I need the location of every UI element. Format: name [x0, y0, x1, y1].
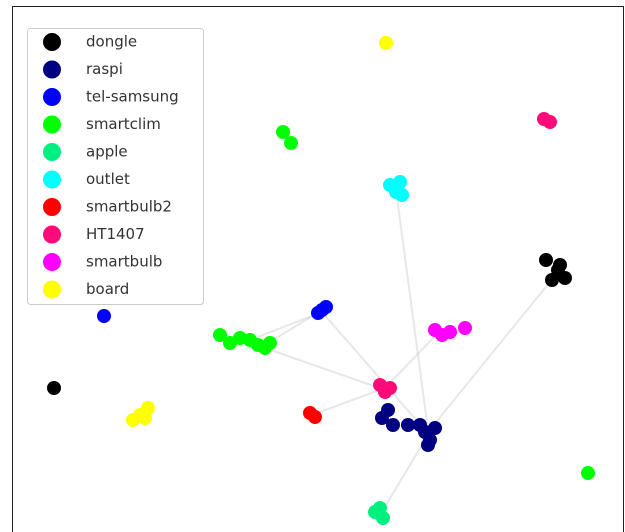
legend-label: tel-samsung	[86, 88, 179, 106]
legend-label: HT1407	[86, 225, 145, 243]
point	[386, 418, 400, 432]
legend-marker	[43, 60, 61, 79]
legend-marker	[43, 88, 61, 106]
point	[276, 125, 290, 139]
point	[543, 115, 557, 129]
point	[395, 188, 409, 202]
point	[581, 466, 595, 480]
point	[138, 411, 152, 425]
point	[379, 36, 393, 50]
point	[308, 410, 322, 424]
point	[401, 418, 415, 432]
point	[213, 328, 227, 342]
point	[375, 411, 389, 425]
legend-label: raspi	[86, 60, 123, 78]
points	[47, 36, 595, 525]
legend-label: dongle	[86, 33, 137, 51]
point	[97, 309, 111, 323]
legend-marker	[43, 225, 61, 244]
legend-marker	[43, 280, 61, 299]
legend-label: outlet	[86, 170, 130, 188]
point	[421, 438, 435, 452]
legend-label: apple	[86, 143, 128, 161]
legend-marker	[43, 170, 61, 189]
legend-label: smartbulb	[86, 253, 162, 271]
point	[263, 336, 277, 350]
legend-label: smartclim	[86, 115, 161, 133]
legend-label: board	[86, 280, 129, 298]
point	[284, 136, 298, 150]
legend-marker	[43, 115, 61, 134]
point	[428, 421, 442, 435]
legend-marker	[43, 253, 61, 271]
legend-label: smartbulb2	[86, 198, 172, 216]
point	[319, 300, 333, 314]
legend-entries: dongle raspi tel-samsung smartclim apple outl…	[43, 33, 179, 299]
point	[47, 381, 61, 395]
legend	[27, 28, 204, 305]
legend-marker	[43, 198, 61, 216]
point	[539, 253, 553, 267]
point	[458, 321, 472, 335]
point	[443, 325, 457, 339]
legend-marker	[43, 143, 61, 161]
legend-marker	[43, 33, 61, 51]
point	[551, 263, 565, 277]
point	[373, 501, 387, 515]
point	[378, 385, 392, 399]
edges	[249, 189, 559, 516]
